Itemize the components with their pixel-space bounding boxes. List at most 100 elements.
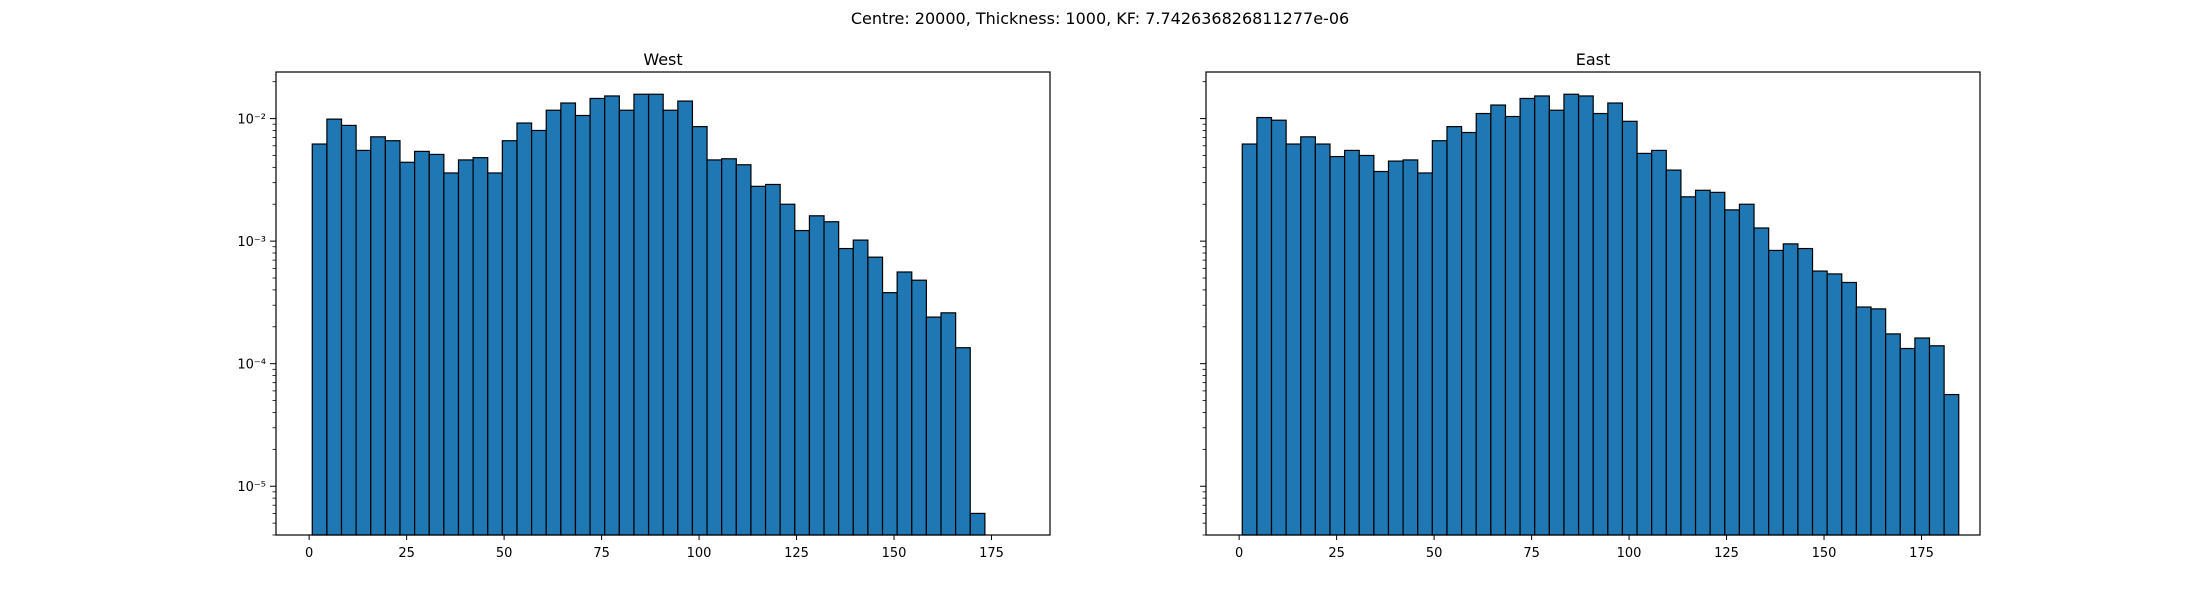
histogram-bar [955, 347, 971, 536]
histogram-bar [1519, 97, 1536, 536]
y-tick-label: 10⁻⁴ [237, 358, 266, 373]
histogram-bar [662, 109, 679, 536]
histogram-bar [1431, 140, 1448, 536]
histogram-bar [647, 93, 664, 536]
histogram-bar [911, 279, 927, 536]
histogram-bar [1241, 143, 1258, 536]
histogram-bar [1314, 143, 1331, 536]
panel-title: East [1576, 50, 1611, 69]
histogram-bar [1534, 95, 1550, 536]
histogram-bar [1797, 247, 1814, 536]
histogram-bar [1607, 102, 1624, 536]
axes-frame [1205, 71, 1981, 536]
histogram-bar [1870, 308, 1887, 536]
x-tick-label: 75 [593, 546, 610, 561]
histogram-bar [340, 124, 357, 536]
histogram-bar [1446, 126, 1463, 536]
figure-suptitle: Centre: 20000, Thickness: 1000, KF: 7.74… [851, 9, 1349, 28]
histogram-bar [1738, 203, 1755, 536]
x-tick-label: 150 [1812, 546, 1837, 561]
histogram-bar [1344, 149, 1360, 536]
histogram-bar [1680, 196, 1697, 536]
histogram-bar [852, 239, 869, 536]
x-tick-label: 50 [1426, 546, 1443, 561]
x-tick-label: 125 [784, 546, 809, 561]
axes-frame [275, 71, 1051, 536]
histogram-bar [1651, 149, 1667, 536]
x-tick-label: 25 [398, 546, 415, 561]
histogram-bar [940, 312, 957, 536]
histogram-bar [1300, 136, 1316, 536]
histogram-bar [1285, 143, 1302, 536]
histogram-bar [1724, 209, 1741, 536]
x-tick-label: 150 [882, 546, 907, 561]
y-tick-label: 10⁻⁵ [237, 480, 266, 495]
histogram-bar [1417, 172, 1433, 536]
histogram-bar [1548, 109, 1565, 536]
histogram-bar [750, 185, 767, 536]
histogram-bar [516, 122, 533, 536]
histogram-bar [545, 109, 562, 536]
histogram-bar [1270, 119, 1287, 536]
x-tick-label: 125 [1714, 546, 1739, 561]
histogram-bar [487, 172, 503, 536]
histogram-bar [1826, 273, 1843, 536]
histogram-bar [867, 256, 884, 536]
histogram-bar [691, 126, 708, 536]
histogram-bar [706, 159, 723, 536]
histogram-bar [1387, 160, 1404, 536]
histogram-bar [1460, 131, 1477, 536]
histogram-bar [1811, 270, 1828, 536]
histogram-bar [457, 159, 474, 536]
histogram-bar [589, 97, 606, 536]
x-tick-label: 0 [1235, 546, 1243, 561]
histogram-bar [1402, 159, 1419, 536]
y-tick-label: 10⁻² [237, 113, 266, 128]
histogram-bar [633, 93, 650, 536]
histogram-bar [721, 158, 737, 536]
histogram-bar [779, 203, 796, 536]
histogram-bar [794, 229, 811, 536]
histogram-bar [1694, 189, 1711, 536]
histogram-bar [1914, 337, 1931, 536]
histogram-bar [1592, 112, 1609, 536]
histogram-bar [604, 95, 620, 536]
histogram-bar [326, 118, 343, 536]
x-tick-label: 175 [1909, 546, 1934, 561]
histogram-bar [1256, 116, 1273, 536]
panel-west: West 0 25 50 75 100 125 150 175 10⁻⁵ 10⁻⁴ 10⁻³ 10⁻² [237, 50, 1051, 561]
histogram-bar [370, 136, 386, 536]
histogram-bar [1373, 170, 1390, 536]
histogram-bar [1753, 227, 1770, 536]
histogram-bar [1855, 306, 1872, 536]
histogram-bar [1329, 155, 1346, 536]
histogram-bar [560, 102, 577, 536]
histogram-bar [428, 153, 445, 536]
histogram-bar [735, 164, 752, 536]
x-tick-label: 75 [1523, 546, 1540, 561]
histogram-bar [399, 161, 416, 536]
panel-title: West [643, 50, 682, 69]
histogram-bar [1563, 93, 1580, 536]
histogram-bar [896, 271, 913, 536]
histogram-bar [355, 149, 372, 536]
histogram-bar [1885, 333, 1901, 536]
histogram-bar [530, 129, 547, 536]
histogram-bar [764, 183, 781, 536]
histogram-bar [808, 215, 825, 536]
histogram-bar [1475, 112, 1492, 536]
x-tick-label: 25 [1328, 546, 1345, 561]
histogram-bar [501, 140, 518, 536]
histogram-bar [1928, 345, 1945, 536]
histogram-bar [443, 172, 460, 536]
y-tick-label: 10⁻³ [237, 235, 266, 250]
histogram-bar [838, 247, 854, 536]
histogram-bar [925, 316, 942, 536]
histogram-bar [1504, 115, 1521, 536]
histogram-bar [574, 114, 591, 536]
x-tick-label: 100 [687, 546, 712, 561]
histogram-bar [1577, 95, 1594, 536]
histogram-bar [969, 512, 986, 536]
histogram-bar [823, 221, 840, 536]
histogram-bar [1709, 191, 1726, 536]
